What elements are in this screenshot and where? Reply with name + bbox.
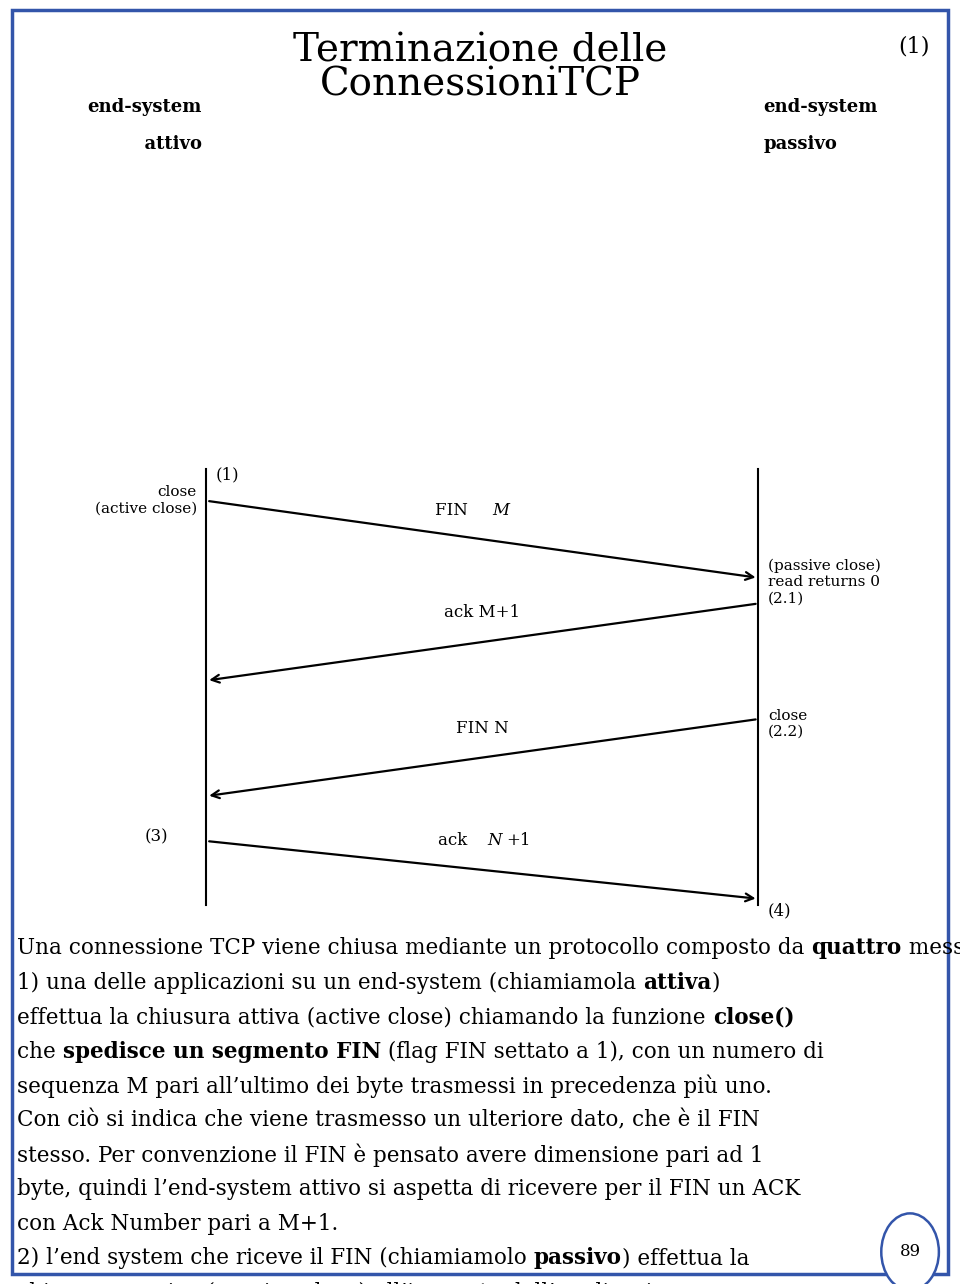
Circle shape (881, 1213, 939, 1284)
Text: ack: ack (439, 832, 473, 850)
Text: N: N (488, 832, 502, 850)
Text: ): ) (711, 972, 720, 994)
Text: byte, quindi l’end-system attivo si aspetta di ricevere per il FIN un ACK: byte, quindi l’end-system attivo si aspe… (17, 1179, 801, 1201)
Text: chiusura passiva (passive close) all’insaputa dell’applicazione.: chiusura passiva (passive close) all’ins… (17, 1281, 699, 1284)
Text: che: che (17, 1040, 63, 1063)
Text: effettua la chiusura attiva (active close) chiamando la funzione: effettua la chiusura attiva (active clos… (17, 1007, 712, 1028)
Text: 89: 89 (900, 1243, 921, 1261)
Text: messaggi trasmessi:: messaggi trasmessi: (901, 937, 960, 959)
Text: passivo: passivo (763, 135, 837, 153)
Text: ack M+1: ack M+1 (444, 605, 520, 621)
Text: FIN: FIN (435, 502, 473, 519)
Text: stesso. Per convenzione il FIN è pensato avere dimensione pari ad 1: stesso. Per convenzione il FIN è pensato… (17, 1144, 764, 1167)
Text: M: M (492, 502, 509, 519)
Text: con Ack Number pari a M+1.: con Ack Number pari a M+1. (17, 1212, 339, 1235)
Text: (3): (3) (144, 828, 168, 846)
Text: 1) una delle applicazioni su un end-system (chiamiamola: 1) una delle applicazioni su un end-syst… (17, 972, 643, 994)
Text: close
(active close): close (active close) (94, 485, 197, 516)
Text: 2) l’end system che riceve il FIN (chiamiamolo: 2) l’end system che riceve il FIN (chiam… (17, 1247, 534, 1269)
Text: (1): (1) (216, 466, 240, 484)
Text: (flag FIN settato a 1), con un numero di: (flag FIN settato a 1), con un numero di (381, 1040, 824, 1063)
Text: end-system: end-system (763, 98, 877, 116)
Text: Con ciò si indica che viene trasmesso un ulteriore dato, che è il FIN: Con ciò si indica che viene trasmesso un… (17, 1109, 760, 1131)
Text: spedisce un segmento FIN: spedisce un segmento FIN (63, 1040, 381, 1063)
Text: attivo: attivo (132, 135, 202, 153)
Text: FIN N: FIN N (456, 720, 509, 737)
Text: Terminazione delle: Terminazione delle (293, 32, 667, 69)
Text: ConnessioniTCP: ConnessioniTCP (320, 67, 640, 104)
Text: (4): (4) (768, 903, 792, 919)
Text: Una connessione TCP viene chiusa mediante un protocollo composto da: Una connessione TCP viene chiusa mediant… (17, 937, 811, 959)
Text: (1): (1) (898, 36, 929, 58)
Text: end-system: end-system (87, 98, 202, 116)
Text: close(): close() (712, 1007, 794, 1028)
Text: passivo: passivo (534, 1247, 622, 1269)
Text: quattro: quattro (811, 937, 901, 959)
Text: sequenza M pari all’ultimo dei byte trasmessi in precedenza più uno.: sequenza M pari all’ultimo dei byte tras… (17, 1075, 772, 1099)
Text: attiva: attiva (643, 972, 711, 994)
Text: ) effettua la: ) effettua la (622, 1247, 750, 1269)
Text: (passive close)
read returns 0
(2.1): (passive close) read returns 0 (2.1) (768, 559, 881, 605)
Text: close
(2.2): close (2.2) (768, 709, 807, 740)
Text: +1: +1 (507, 832, 531, 850)
